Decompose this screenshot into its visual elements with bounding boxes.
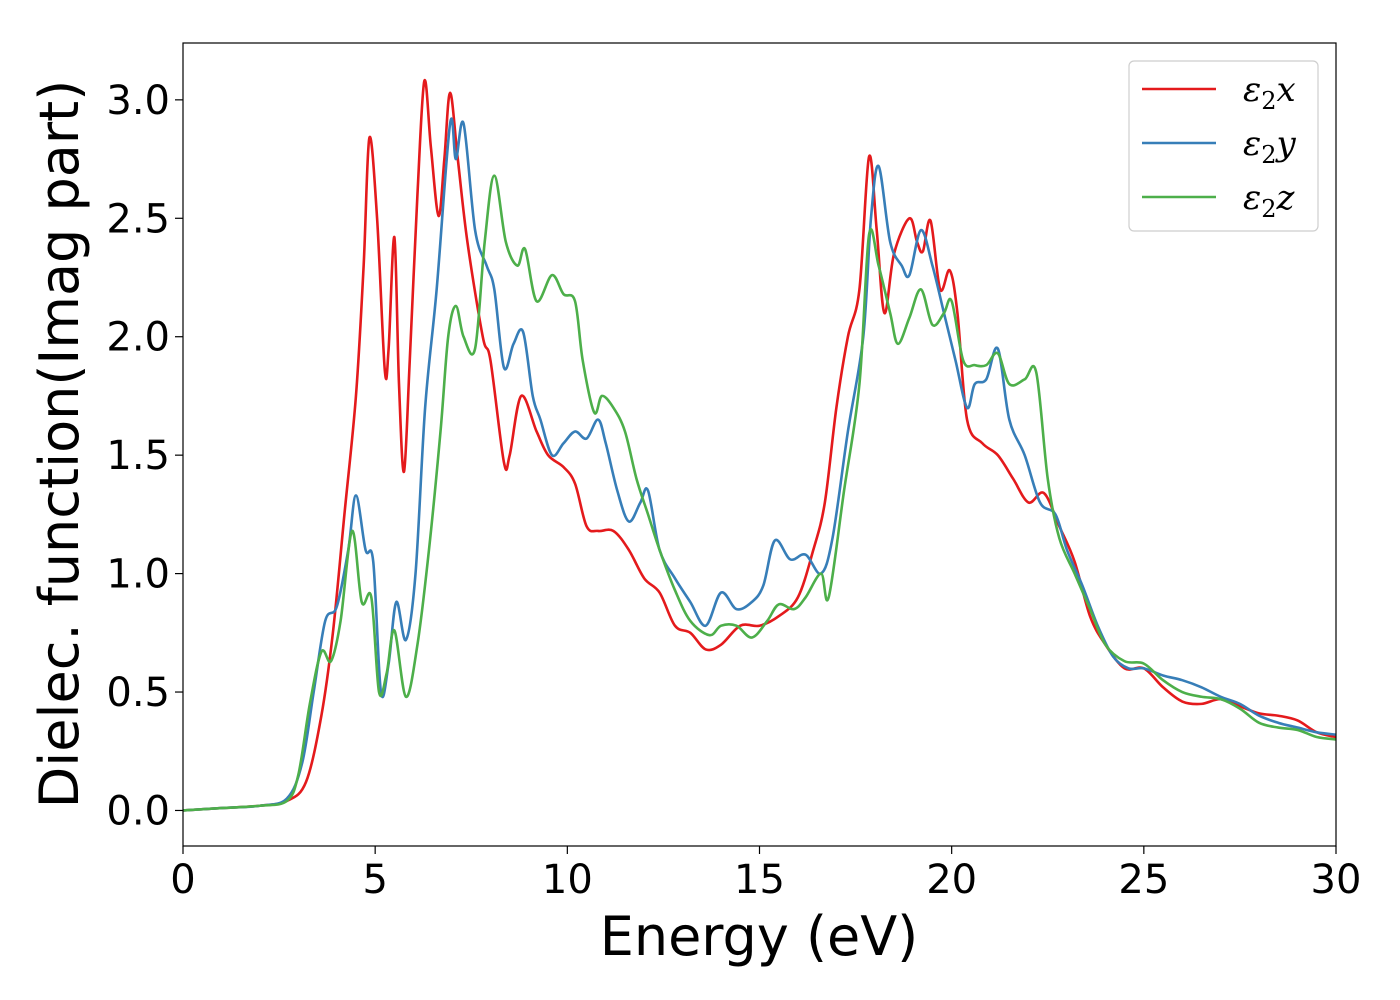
legend-box bbox=[1128, 60, 1319, 232]
y-tick-label: 0.0 bbox=[106, 788, 170, 834]
series-line-y bbox=[183, 117, 1336, 812]
y-tick-label: 3.0 bbox=[106, 78, 170, 124]
legend-label-x: ε2x bbox=[1243, 70, 1296, 115]
y-tick-label: 1.0 bbox=[106, 552, 170, 598]
x-tick-label: 25 bbox=[1118, 857, 1169, 903]
y-axis-label: Dielec. function(Imag part) bbox=[28, 80, 91, 809]
y-tick-label: 2.5 bbox=[106, 196, 170, 242]
y-tick-label: 1.5 bbox=[106, 433, 170, 479]
series-line-z bbox=[183, 174, 1336, 812]
x-tick-label: 30 bbox=[1311, 857, 1362, 903]
x-tick-label: 5 bbox=[362, 857, 387, 903]
legend: ε2x ε2y ε2z bbox=[1128, 60, 1319, 232]
axis-layer: 0 5 10 15 20 25 30 0.0 0.5 1.0 1.5 2.0 2.5 3.0 bbox=[106, 78, 1361, 903]
y-tick-label: 2.0 bbox=[106, 315, 170, 361]
series-line-x bbox=[183, 78, 1336, 812]
series-layer bbox=[183, 78, 1336, 812]
legend-label-y: ε2y bbox=[1243, 124, 1297, 169]
legend-label-z: ε2z bbox=[1243, 178, 1296, 223]
y-tick-label: 0.5 bbox=[106, 670, 170, 716]
x-tick-label: 0 bbox=[170, 857, 195, 903]
x-tick-label: 15 bbox=[734, 857, 785, 903]
x-tick-label: 10 bbox=[542, 857, 593, 903]
x-tick-label: 20 bbox=[926, 857, 977, 903]
x-axis-label: Energy (eV) bbox=[600, 905, 919, 968]
